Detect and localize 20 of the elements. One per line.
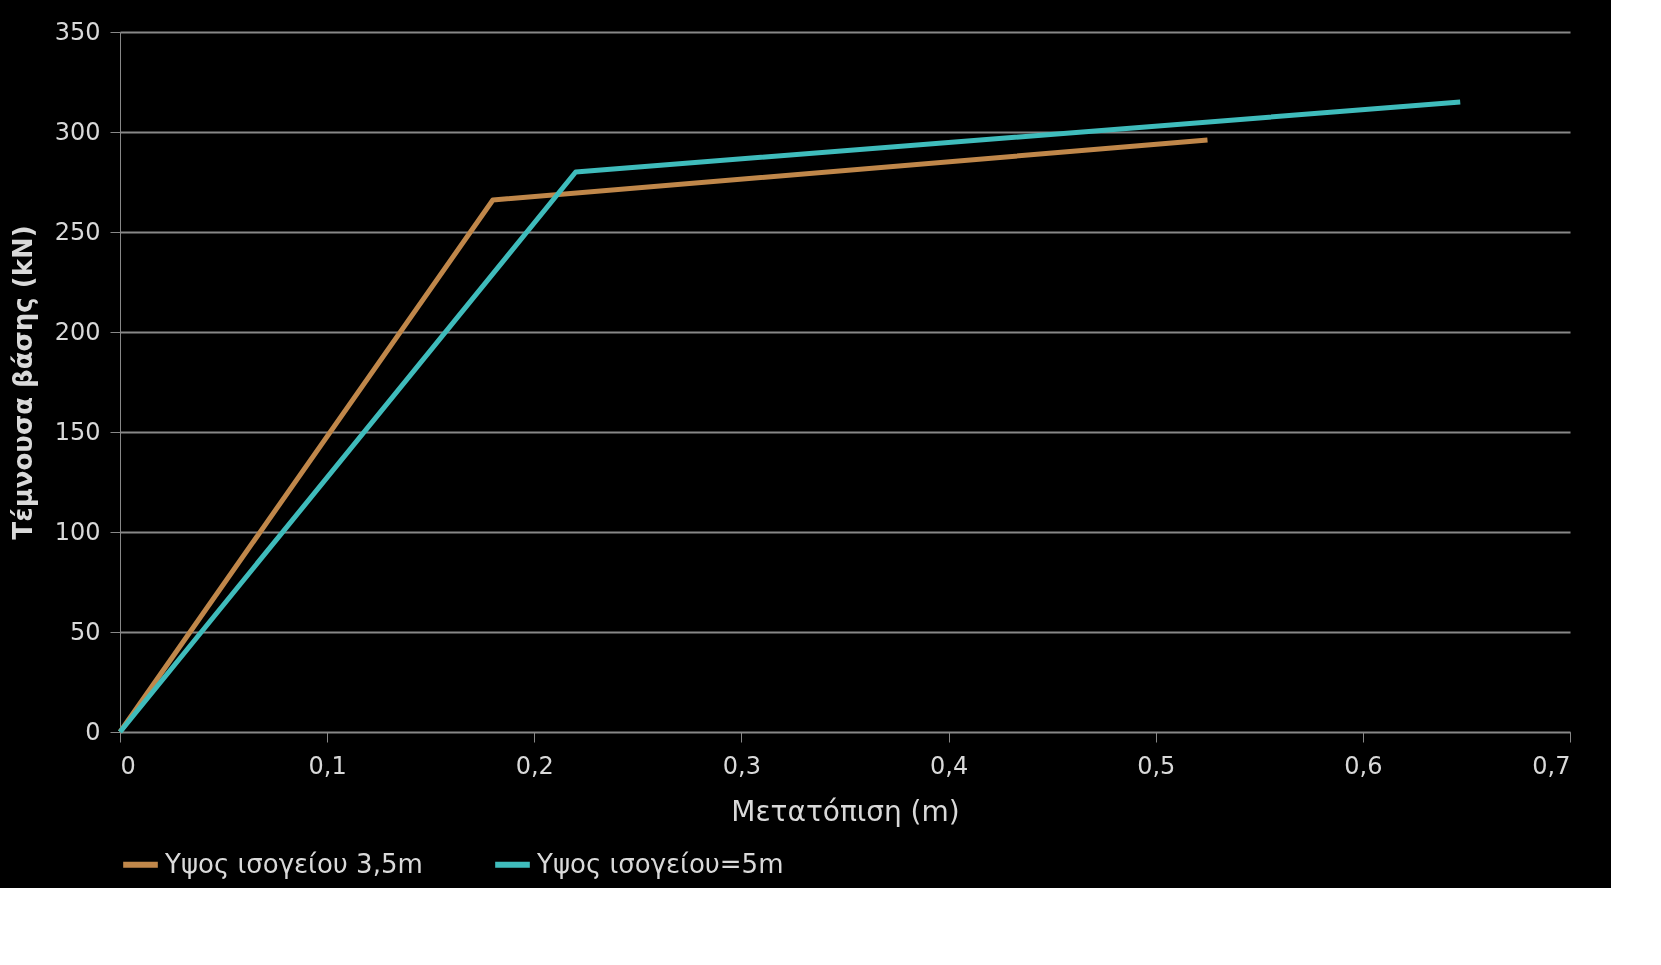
x-axis-title: Μετατόπιση (m)	[731, 794, 960, 828]
x-tick-label: 0,5	[1137, 751, 1176, 780]
x-tick-label: 0,4	[929, 751, 969, 780]
y-tick-label: 100	[54, 517, 101, 546]
y-tick-label: 250	[54, 217, 101, 246]
y-axis-title: Τέμνουσα βάσης (kN)	[7, 225, 38, 540]
x-tick-label: 0,3	[722, 751, 762, 780]
y-tick-label: 0	[85, 717, 101, 746]
x-tick-label: 0,6	[1344, 751, 1383, 780]
y-tick-label: 200	[54, 317, 101, 346]
y-tick-label: 50	[69, 617, 101, 646]
x-tick-label: 0,2	[515, 751, 554, 780]
legend-label: Υψος ισογείου=5m	[536, 848, 784, 879]
x-tick-label: 0	[120, 751, 136, 780]
x-tick-label: 0,7	[1532, 751, 1571, 780]
x-tick-label: 0,1	[308, 751, 347, 780]
legend-label: Υψος ισογείου 3,5m	[164, 848, 423, 879]
y-tick-label: 350	[54, 17, 101, 46]
y-tick-label: 300	[54, 117, 101, 146]
y-tick-label: 150	[54, 417, 101, 446]
